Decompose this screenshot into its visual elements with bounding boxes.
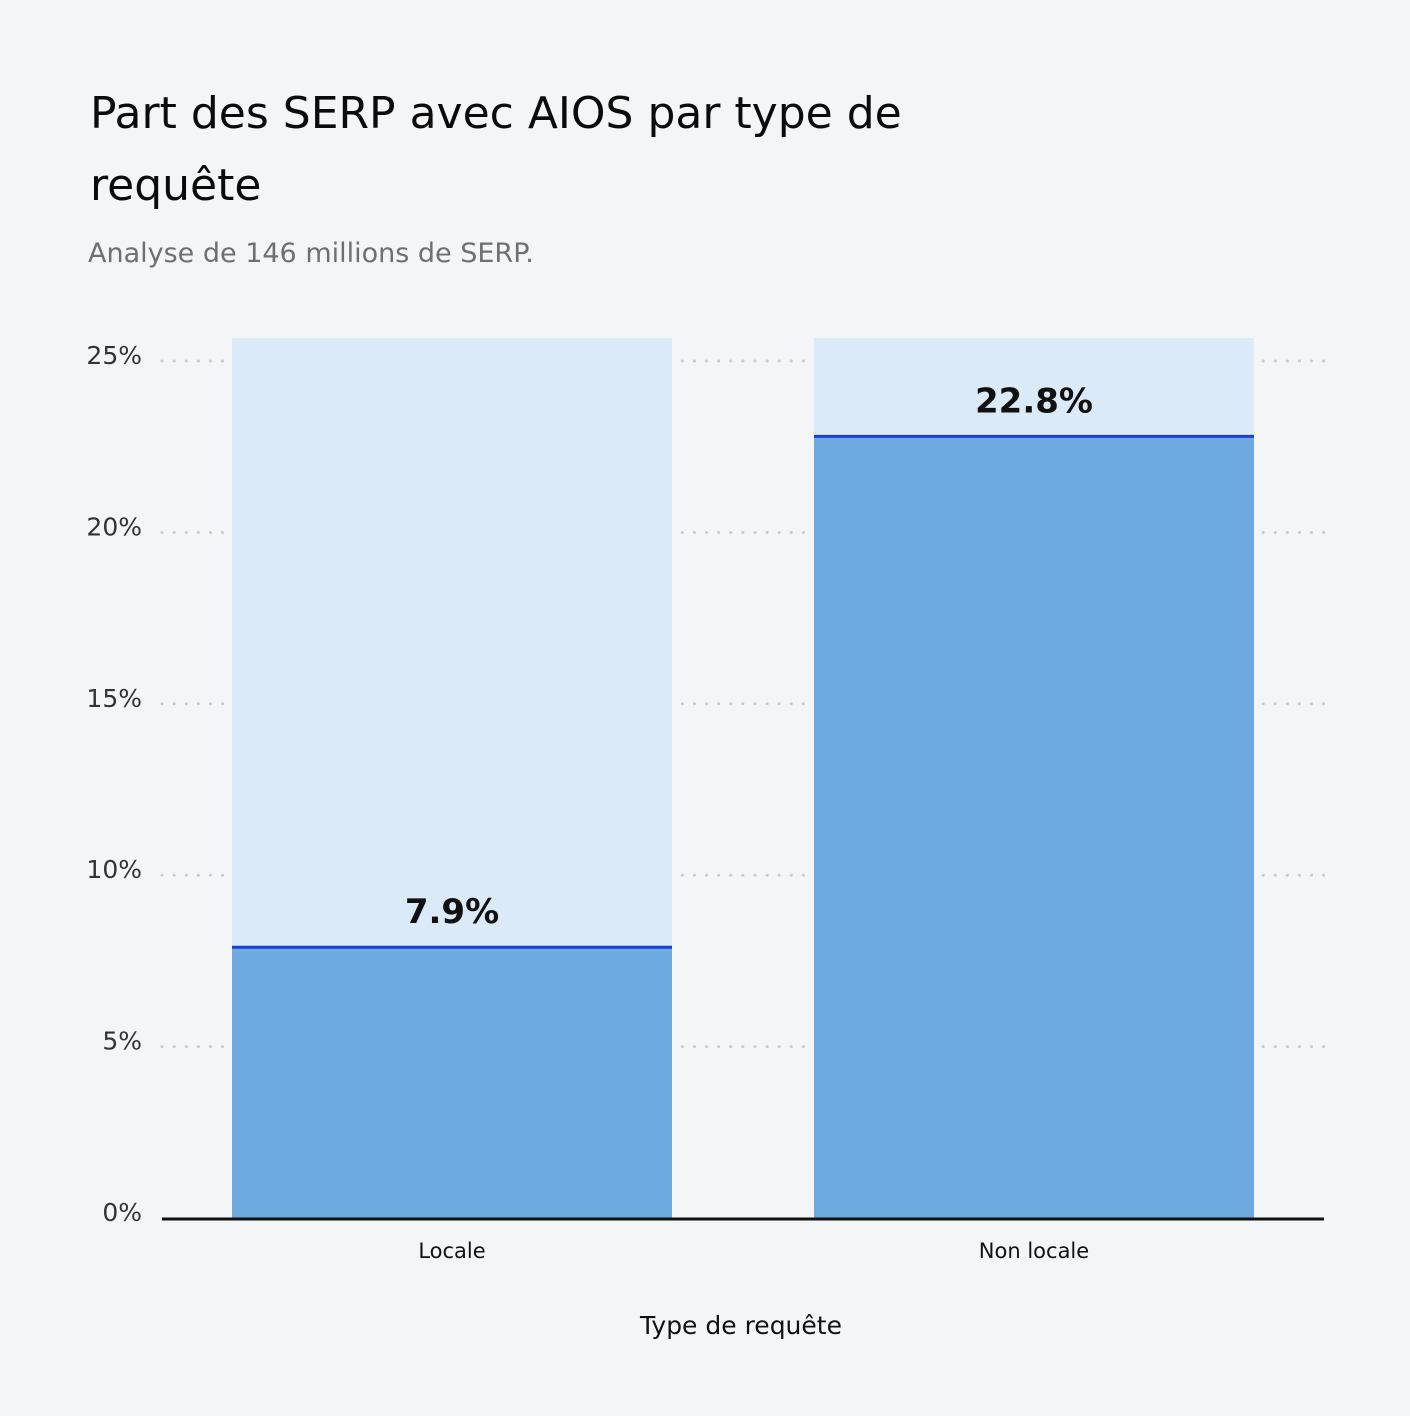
x-axis-title: Type de requête (639, 1311, 842, 1340)
y-tick-label: 10% (86, 855, 142, 884)
chart-subtitle: Analyse de 146 millions de SERP. (88, 238, 534, 269)
y-tick-label: 25% (86, 341, 142, 370)
x-tick-label: Non locale (979, 1239, 1089, 1263)
y-axis-ticks: 0% 5% 10% 15% 20% 25% (86, 341, 142, 1227)
y-tick-label: 0% (102, 1198, 142, 1227)
bar (814, 436, 1254, 1218)
data-label: 22.8% (975, 381, 1093, 421)
x-tick-label: Locale (418, 1239, 485, 1263)
bars: 7.9% 22.8% (232, 338, 1254, 1218)
chart-title: Part des SERP avec AIOS par type de requ… (90, 88, 902, 211)
bar (232, 947, 672, 1218)
x-axis-ticks: Locale Non locale (418, 1239, 1089, 1263)
y-tick-label: 20% (86, 512, 142, 541)
y-tick-label: 5% (102, 1027, 142, 1056)
y-tick-label: 15% (86, 684, 142, 713)
data-label: 7.9% (405, 892, 499, 932)
